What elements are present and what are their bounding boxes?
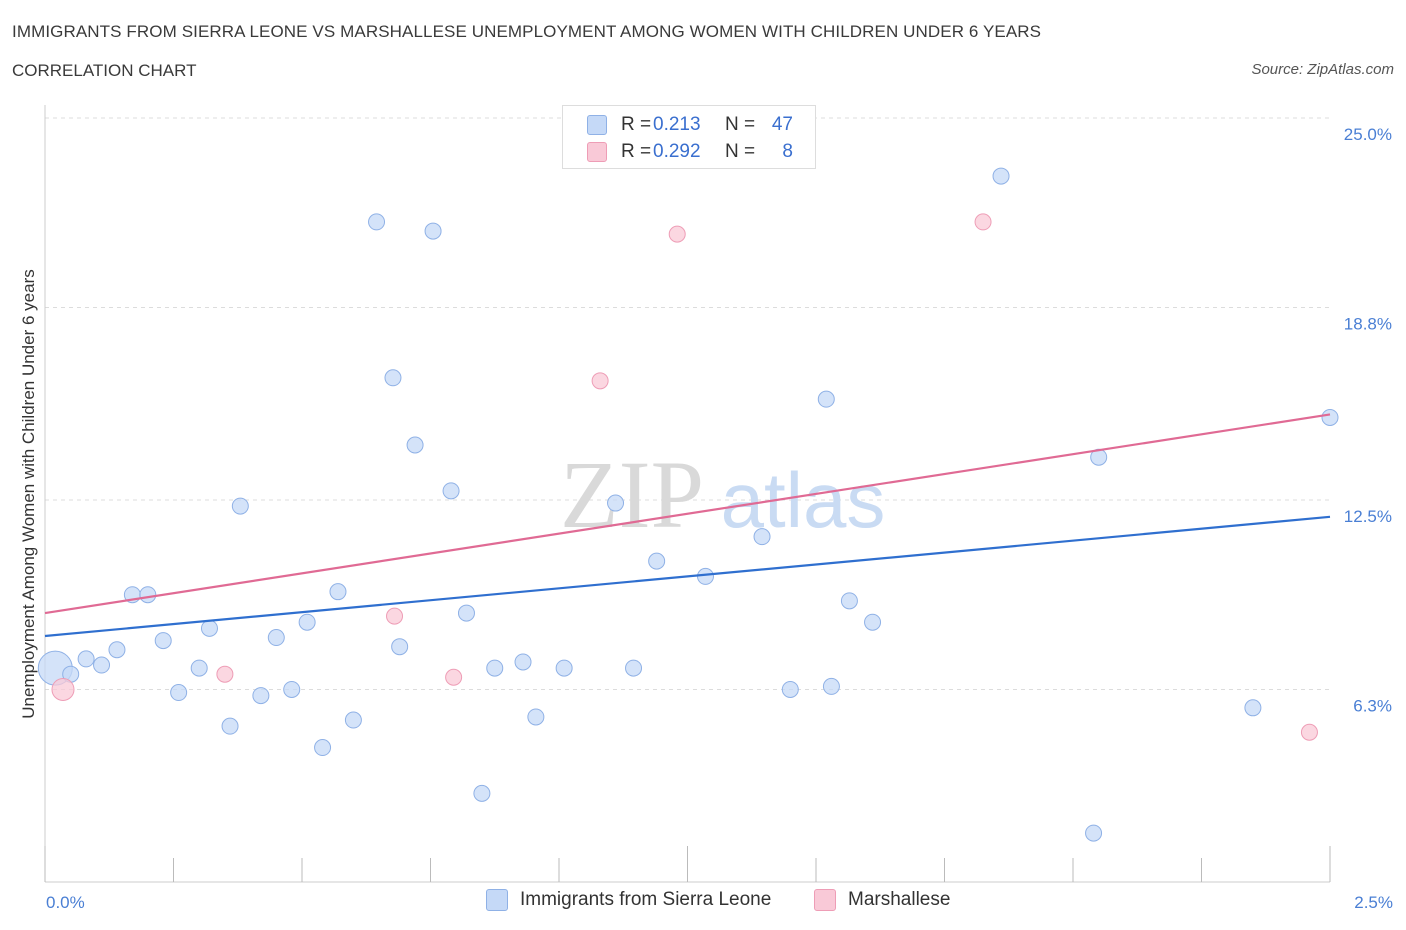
data-point-sierra-leone <box>252 687 270 705</box>
data-point-marshallese <box>591 372 609 390</box>
legend-r-value: 0.292 <box>653 141 701 162</box>
data-point-sierra-leone <box>442 482 460 500</box>
data-point-sierra-leone <box>555 659 573 677</box>
data-point-sierra-leone <box>384 369 402 387</box>
data-point-sierra-leone <box>696 567 714 585</box>
data-point-sierra-leone <box>221 717 239 735</box>
legend-swatch-blue <box>587 115 607 135</box>
data-point-sierra-leone <box>154 632 172 650</box>
trend-lines <box>44 413 1331 638</box>
stats-legend: R = 0.213 N = 47 R = 0.292 N = 8 <box>562 105 816 169</box>
data-point-sierra-leone <box>267 629 285 647</box>
x-tick-label: 2.5% <box>1354 893 1393 912</box>
data-point-sierra-leone <box>200 619 218 637</box>
y-tick-label: 6.3% <box>1353 696 1392 715</box>
y-tick-labels: 6.3% 12.5% 18.8% 25.0% <box>1344 125 1392 715</box>
data-point-marshallese <box>216 665 234 683</box>
axes <box>44 105 1331 883</box>
data-point-marshallese <box>668 225 686 243</box>
legend-item-sierra-leone[interactable]: Immigrants from Sierra Leone <box>486 889 771 911</box>
data-point-sierra-leone <box>625 659 643 677</box>
legend-label: Immigrants from Sierra Leone <box>520 889 772 910</box>
data-point-sierra-leone <box>231 497 249 515</box>
chart-subtitle: CORRELATION CHART <box>12 61 197 80</box>
data-point-sierra-leone <box>992 167 1010 185</box>
legend-n-label: N = <box>725 114 756 135</box>
legend-item-marshallese[interactable]: Marshallese <box>814 889 950 911</box>
data-point-sierra-leone <box>108 641 126 659</box>
data-point-sierra-leone <box>1321 408 1339 426</box>
data-point-sierra-leone <box>607 494 625 512</box>
data-point-sierra-leone <box>391 638 409 656</box>
legend-swatch-pink <box>587 142 607 162</box>
data-point-sierra-leone <box>753 528 771 546</box>
data-point-sierra-leone <box>190 659 208 677</box>
data-point-marshallese <box>445 668 463 686</box>
data-point-sierra-leone <box>329 583 347 601</box>
data-point-sierra-leone <box>283 680 301 698</box>
y-tick-label: 25.0% <box>1344 125 1392 144</box>
data-point-sierra-leone <box>368 213 386 231</box>
data-point-sierra-leone <box>298 613 316 631</box>
data-point-sierra-leone <box>781 680 799 698</box>
source-attribution: Source: ZipAtlas.com <box>1251 61 1394 78</box>
data-point-sierra-leone <box>406 436 424 454</box>
data-point-sierra-leone <box>817 390 835 408</box>
data-point-sierra-leone <box>864 613 882 631</box>
legend-n-value: 47 <box>771 114 793 135</box>
data-point-sierra-leone <box>486 659 504 677</box>
y-axis-label: Unemployment Among Women with Children U… <box>19 269 38 718</box>
legend-swatch-blue <box>486 889 508 911</box>
series-legend: Immigrants from Sierra Leone Marshallese <box>0 889 1406 915</box>
data-point-sierra-leone <box>840 592 858 610</box>
y-tick-label: 12.5% <box>1344 507 1392 526</box>
data-point-marshallese <box>386 607 404 625</box>
data-point-sierra-leone <box>93 656 111 674</box>
y-tick-label: 18.8% <box>1344 314 1392 333</box>
data-point-sierra-leone <box>527 708 545 726</box>
legend-r-label: R = <box>621 141 652 162</box>
data-point-sierra-leone <box>314 739 332 757</box>
legend-n-label: N = <box>725 141 756 162</box>
data-point-sierra-leone <box>514 653 532 671</box>
data-point-sierra-leone <box>822 677 840 695</box>
data-point-sierra-leone <box>344 711 362 729</box>
trend-line-marshallese <box>44 413 1331 615</box>
legend-label: Marshallese <box>848 889 951 910</box>
data-point-sierra-leone <box>170 684 188 702</box>
legend-n-value: 8 <box>782 141 793 162</box>
data-point-sierra-leone <box>424 222 442 240</box>
legend-r-value: 0.213 <box>653 114 701 135</box>
grid-lines <box>45 117 1330 690</box>
data-point-sierra-leone <box>473 784 491 802</box>
legend-r-label: R = <box>621 114 652 135</box>
watermark-atlas: atlas <box>721 456 886 544</box>
legend-row-marshallese: R = 0.292 N = 8 <box>587 141 793 163</box>
legend-row-sierra-leone: R = 0.213 N = 47 <box>587 114 793 136</box>
data-point-marshallese <box>51 677 75 701</box>
data-point-sierra-leone <box>648 552 666 570</box>
data-points <box>37 167 1339 842</box>
chart-title: IMMIGRANTS FROM SIERRA LEONE VS MARSHALL… <box>12 22 1042 41</box>
watermark: ZIP atlas <box>560 441 885 548</box>
data-point-sierra-leone <box>77 650 95 668</box>
legend-swatch-pink <box>814 889 836 911</box>
data-point-marshallese <box>1300 723 1318 741</box>
x-tick-label: 0.0% <box>46 893 85 912</box>
data-point-marshallese <box>974 213 992 231</box>
data-point-sierra-leone <box>457 604 475 622</box>
x-tick-labels: 0.0% 2.5% <box>46 893 1393 912</box>
data-point-sierra-leone <box>139 586 157 604</box>
data-point-sierra-leone <box>1244 699 1262 717</box>
data-point-sierra-leone <box>1085 824 1103 842</box>
trend-line-sierra-leone <box>44 515 1331 638</box>
watermark-zip: ZIP <box>560 441 704 548</box>
